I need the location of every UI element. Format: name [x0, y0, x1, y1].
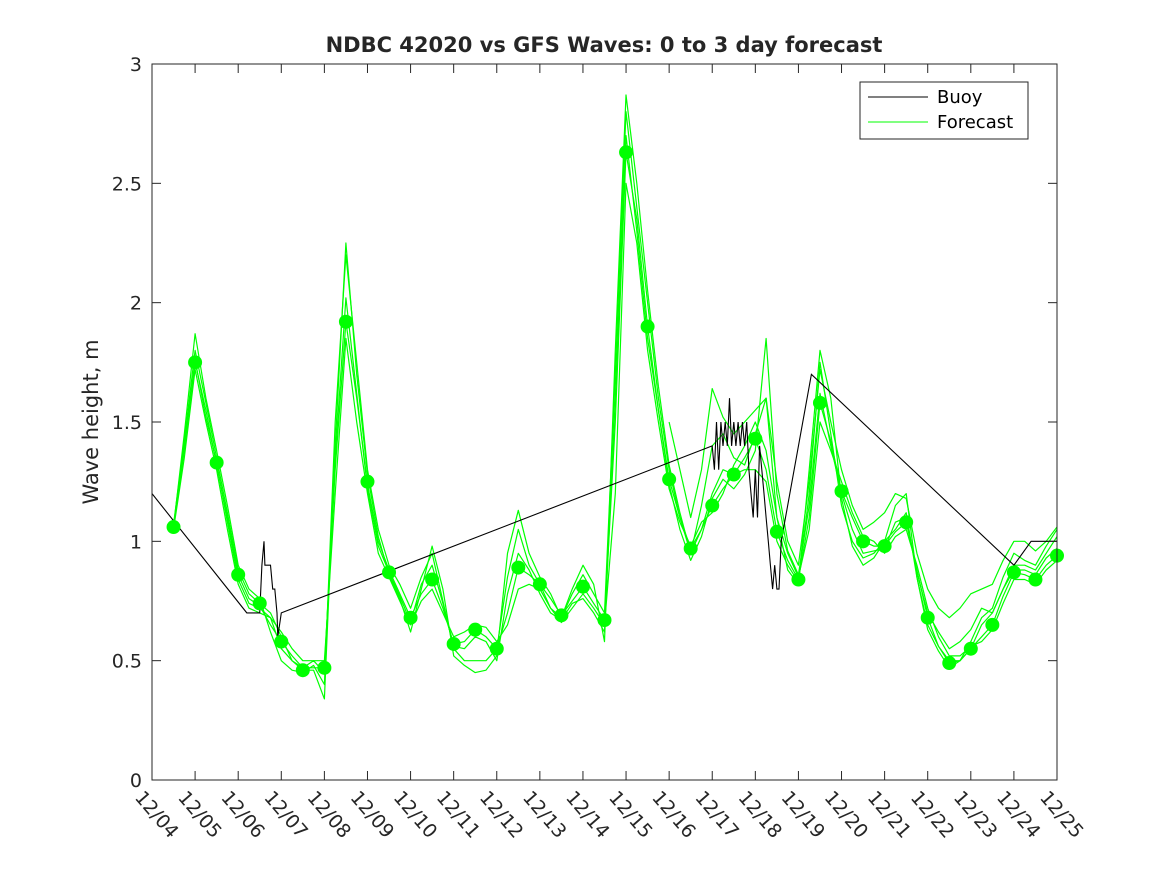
forecast-marker	[338, 314, 353, 329]
forecast-marker	[532, 577, 547, 592]
forecast-marker	[662, 472, 677, 487]
buoy-lines	[152, 373, 1057, 637]
forecast-marker	[446, 636, 461, 651]
forecast-marker	[726, 467, 741, 482]
chart-title: NDBC 42020 vs GFS Waves: 0 to 3 day fore…	[326, 33, 883, 57]
forecast-marker	[920, 610, 935, 625]
forecast-marker	[382, 565, 397, 580]
forecast-marker	[705, 498, 720, 513]
buoy-line	[152, 373, 1057, 637]
forecast-marker	[812, 395, 827, 410]
y-tick-label: 1.5	[112, 412, 142, 434]
forecast-marker	[403, 610, 418, 625]
forecast-marker	[877, 539, 892, 554]
forecast-marker	[769, 524, 784, 539]
y-tick-label: 2.5	[112, 173, 142, 195]
forecast-marker	[489, 641, 504, 656]
forecast-marker	[834, 484, 849, 499]
forecast-marker	[274, 634, 289, 649]
forecast-line-6	[668, 368, 1057, 619]
forecast-marker	[317, 660, 332, 675]
forecast-marker	[748, 431, 763, 446]
y-tick-label: 0	[130, 770, 142, 792]
y-axis-ticks: 0 0.5 1 1.5 2 2.5 3	[112, 54, 1057, 792]
forecast-marker	[597, 613, 612, 628]
forecast-marker	[856, 534, 871, 549]
y-tick-label: 1	[130, 531, 142, 553]
forecast-marker	[791, 572, 806, 587]
forecast-markers	[166, 145, 1064, 678]
forecast-line-3	[172, 182, 1057, 662]
forecast-marker	[209, 455, 224, 470]
forecast-marker	[554, 608, 569, 623]
forecast-marker	[899, 515, 914, 530]
forecast-marker	[188, 355, 203, 370]
forecast-marker	[166, 520, 181, 535]
forecast-marker	[360, 474, 375, 489]
forecast-marker	[942, 656, 957, 671]
forecast-marker	[511, 560, 526, 575]
y-tick-label: 0.5	[112, 651, 142, 673]
legend-buoy-label: Buoy	[937, 87, 983, 108]
forecast-marker	[425, 572, 440, 587]
y-tick-label: 3	[130, 54, 142, 76]
y-tick-label: 2	[130, 293, 142, 315]
forecast-marker	[985, 617, 1000, 632]
plot-area	[152, 64, 1064, 780]
forecast-marker	[231, 567, 246, 582]
forecast-marker	[1028, 572, 1043, 587]
legend: Buoy Forecast	[859, 81, 1029, 140]
forecast-marker	[619, 145, 634, 160]
forecast-marker	[640, 319, 655, 334]
forecast-marker	[575, 579, 590, 594]
plot-background	[152, 64, 1057, 780]
legend-box	[859, 81, 1029, 140]
forecast-marker	[1006, 565, 1021, 580]
y-axis-label: Wave height, m	[79, 339, 103, 504]
forecast-marker	[963, 641, 978, 656]
forecast-marker	[252, 596, 267, 611]
forecast-marker	[683, 541, 698, 556]
forecast-marker	[295, 663, 310, 678]
legend-forecast-label: Forecast	[937, 112, 1013, 133]
forecast-marker	[468, 622, 483, 637]
